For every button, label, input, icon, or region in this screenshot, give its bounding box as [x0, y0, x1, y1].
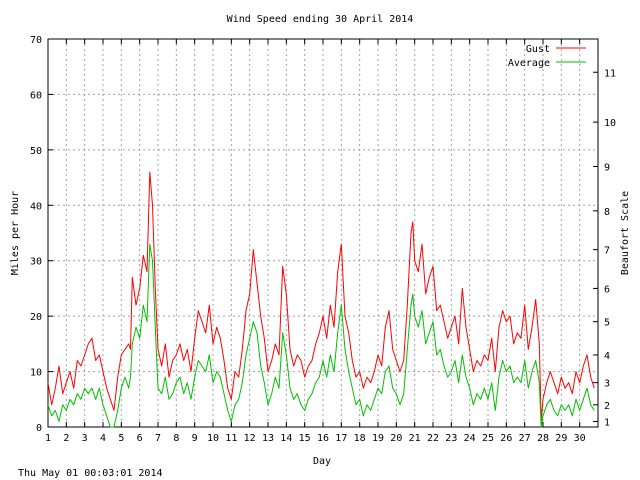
x-tick-label: 5: [118, 433, 124, 444]
x-tick-label: 24: [464, 433, 476, 444]
x-tick-label: 27: [519, 433, 531, 444]
x-tick-label: 30: [574, 433, 586, 444]
y-tick-label: 10: [30, 368, 42, 379]
beaufort-tick-label: 3: [604, 379, 610, 390]
x-tick-label: 18: [354, 433, 366, 444]
x-tick-label: 19: [372, 433, 384, 444]
y-tick-label: 70: [30, 35, 42, 46]
x-tick-label: 1: [45, 433, 51, 444]
x-tick-label: 16: [317, 433, 329, 444]
beaufort-tick-label: 7: [604, 246, 610, 257]
legend-label: Average: [508, 58, 550, 69]
ticks-layer: 1 2 3 4 5 6 7 8 9 10 11 12 13 14 15 16 17 18 19 20 21 22 23 24 2…: [30, 35, 616, 444]
x-tick-label: 21: [409, 433, 421, 444]
y-tick-label: 20: [30, 312, 42, 323]
x-tick-label: 13: [262, 433, 274, 444]
beaufort-tick-label: 10: [604, 118, 616, 129]
timestamp: Thu May 01 00:03:01 2014: [18, 468, 163, 479]
x-tick-label: 3: [82, 433, 88, 444]
x-tick-label: 9: [192, 433, 198, 444]
y-tick-label: 0: [36, 423, 42, 434]
y-tick-label: 40: [30, 201, 42, 212]
beaufort-tick-label: 2: [604, 401, 610, 412]
x-tick-label: 6: [137, 433, 143, 444]
y-tick-label: 30: [30, 257, 42, 268]
y-axis-label: Miles per Hour: [10, 191, 21, 275]
x-tick-label: 7: [155, 433, 161, 444]
x-tick-label: 14: [280, 433, 292, 444]
x-tick-label: 10: [207, 433, 219, 444]
y-tick-label: 50: [30, 146, 42, 157]
x-tick-label: 15: [299, 433, 311, 444]
x-tick-label: 26: [500, 433, 512, 444]
x-tick-label: 4: [100, 433, 106, 444]
x-tick-label: 25: [482, 433, 494, 444]
beaufort-tick-label: 5: [604, 318, 610, 329]
x-tick-label: 12: [244, 433, 256, 444]
x-tick-label: 20: [390, 433, 402, 444]
x-tick-label: 23: [445, 433, 457, 444]
series-layer: [47, 171, 595, 428]
beaufort-tick-label: 8: [604, 207, 610, 218]
x-tick-label: 28: [537, 433, 549, 444]
beaufort-tick-label: 9: [604, 162, 610, 173]
series-line-average: [47, 243, 595, 428]
legend-label: Gust: [526, 44, 550, 55]
x-tick-label: 11: [225, 433, 237, 444]
y-tick-label: 60: [30, 90, 42, 101]
series-line-gust: [47, 171, 595, 422]
x-tick-label: 2: [63, 433, 69, 444]
y2-axis-label: Beaufort Scale: [620, 191, 631, 275]
beaufort-tick-label: 4: [604, 351, 610, 362]
x-tick-label: 17: [335, 433, 347, 444]
x-tick-label: 8: [173, 433, 179, 444]
x-tick-label: 29: [555, 433, 567, 444]
beaufort-tick-label: 1: [604, 417, 610, 428]
x-axis-label: Day: [313, 456, 331, 467]
x-tick-label: 22: [427, 433, 439, 444]
chart-title: Wind Speed ending 30 April 2014: [227, 14, 414, 25]
legend: Gust Average: [508, 44, 586, 69]
beaufort-tick-label: 6: [604, 284, 610, 295]
beaufort-tick-label: 11: [604, 68, 616, 79]
